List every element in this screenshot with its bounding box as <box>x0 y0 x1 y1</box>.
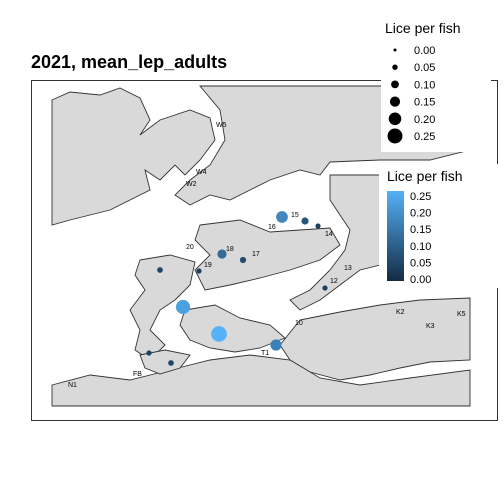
site-point <box>270 339 281 350</box>
site-label: 20 <box>186 244 194 251</box>
site-label: 19 <box>204 262 212 269</box>
site-label: 14 <box>325 231 333 238</box>
site-label: T1 <box>261 350 269 357</box>
size-legend-key <box>390 97 400 107</box>
site-label: 17 <box>252 251 260 258</box>
site-label: K2 <box>396 309 405 316</box>
site-point <box>315 223 320 228</box>
color-legend-tick: 0.05 <box>410 257 431 269</box>
site-label: 13 <box>344 265 352 272</box>
site-label: 12 <box>330 278 338 285</box>
size-legend-label: 0.20 <box>414 114 435 126</box>
south-east-land <box>280 298 470 380</box>
color-legend-tick: 0.15 <box>410 224 431 236</box>
size-legend-keys: 0.00 0.05 0.10 0.15 0.20 0.25 <box>381 20 491 152</box>
site-label: K3 <box>426 323 435 330</box>
site-label: FB <box>133 371 142 378</box>
size-legend-label: 0.10 <box>414 79 435 91</box>
size-legend-label: 0.15 <box>414 97 435 109</box>
site-label: 10 <box>295 320 303 327</box>
site-point <box>211 326 227 342</box>
site-point <box>157 267 163 273</box>
size-legend-label: 0.25 <box>414 131 435 143</box>
site-label: 18 <box>226 246 234 253</box>
size-legend-label: 0.00 <box>414 45 435 57</box>
site-point <box>146 350 151 355</box>
color-legend-tick: 0.10 <box>410 241 431 253</box>
site-point <box>168 360 174 366</box>
site-label: 15 <box>291 212 299 219</box>
size-legend-key <box>389 113 402 126</box>
site-label: W5 <box>216 122 227 129</box>
color-bar: 0.25 0.20 0.15 0.10 0.05 0.00 <box>379 164 499 288</box>
site-point <box>322 285 327 290</box>
size-legend-label: 0.05 <box>414 62 435 74</box>
size-legend-key <box>388 129 403 144</box>
mid-south-land <box>180 305 285 352</box>
site-label: W2 <box>186 181 197 188</box>
size-legend-key <box>391 81 399 89</box>
site-point <box>276 211 288 223</box>
site-label: 16 <box>268 224 276 231</box>
color-legend: Lice per fish 0.25 0.20 0.15 0.10 0.05 0.00 <box>379 164 499 288</box>
color-legend-tick: 0.25 <box>410 191 431 203</box>
color-gradient-bar <box>387 191 404 281</box>
site-point <box>217 249 226 258</box>
size-legend: Lice per fish 0.00 0.05 0.10 0.15 0.20 0.25 <box>381 20 491 152</box>
site-label: W4 <box>196 169 207 176</box>
color-legend-tick: 0.00 <box>410 274 431 286</box>
size-legend-key <box>392 64 397 69</box>
site-label: N1 <box>68 382 77 389</box>
site-point <box>176 300 190 314</box>
size-legend-key <box>393 48 396 51</box>
site-point <box>301 217 308 224</box>
site-point <box>240 257 246 263</box>
site-label: K5 <box>457 311 466 318</box>
site-point <box>196 268 201 273</box>
color-legend-tick: 0.20 <box>410 208 431 220</box>
